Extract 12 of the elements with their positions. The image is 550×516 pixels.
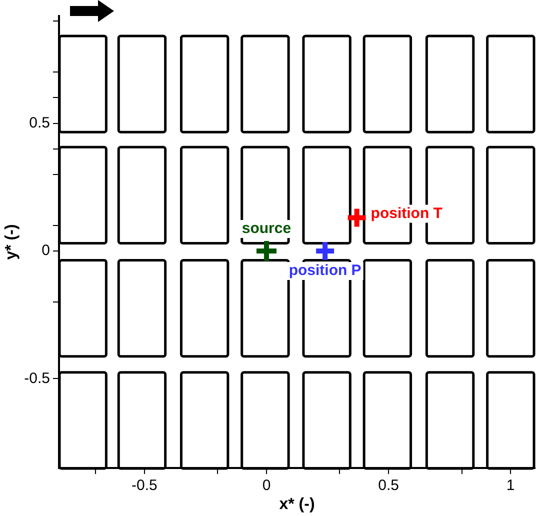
x-tick-label: 0 xyxy=(262,477,271,494)
x-tick-label: 1 xyxy=(506,477,515,494)
series-label: position P xyxy=(288,262,362,280)
y-axis-title: y* (-) xyxy=(3,224,20,260)
series-label: source xyxy=(242,220,292,238)
x-tick-label: 0.5 xyxy=(378,477,399,494)
x-tick-label: -0.5 xyxy=(132,477,158,494)
y-tick-label: 0.5 xyxy=(29,114,50,132)
y-tick-label: -0.5 xyxy=(24,370,50,387)
x-axis-title: x* (-) xyxy=(279,496,315,513)
series-label: position T xyxy=(370,204,442,222)
y-tick-label: 0 xyxy=(42,242,50,260)
